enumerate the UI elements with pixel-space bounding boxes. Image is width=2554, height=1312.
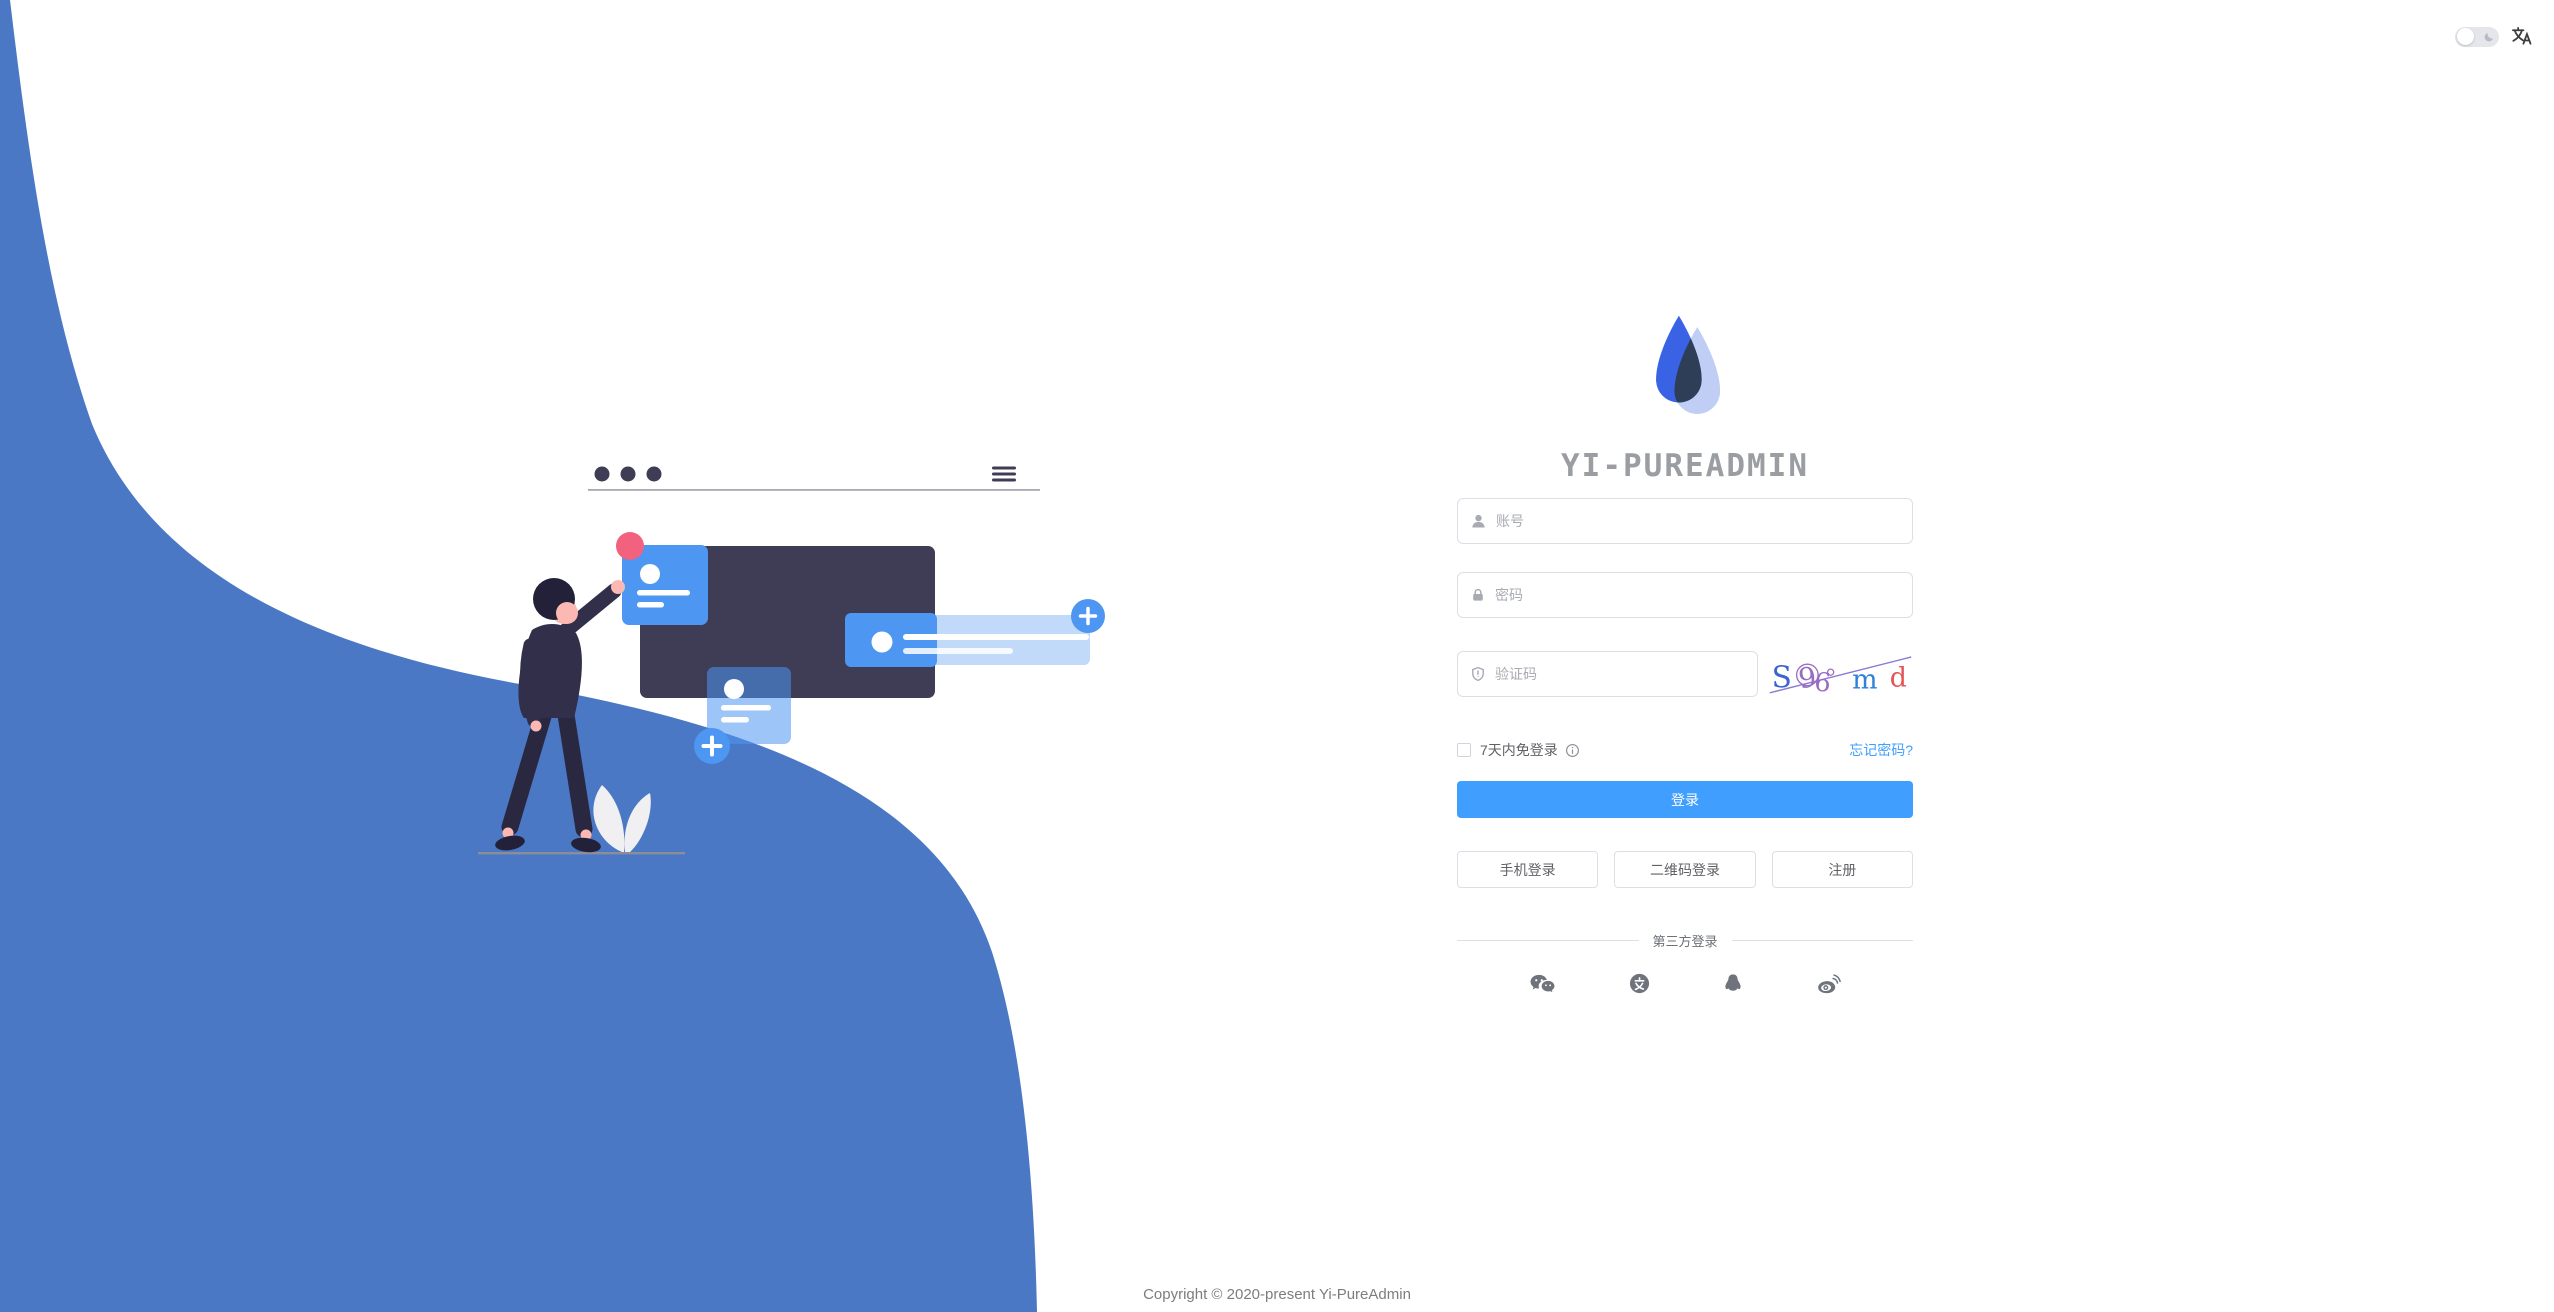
remember-label: 7天内免登录 xyxy=(1480,742,1558,758)
svg-text:9: 9 xyxy=(1796,660,1818,695)
login-form: S 9 6 m d 7天内免登录 xyxy=(1457,498,1914,995)
alipay-icon xyxy=(1629,973,1649,994)
qrcode-login-button[interactable]: 二维码登录 xyxy=(1614,851,1756,888)
shield-icon xyxy=(1472,666,1484,682)
account-field xyxy=(1457,498,1913,544)
svg-text:S: S xyxy=(1772,660,1792,694)
password-input[interactable] xyxy=(1495,587,1900,603)
ground-line xyxy=(478,852,685,855)
captcha-field xyxy=(1457,651,1758,697)
wechat-icon xyxy=(1530,974,1555,993)
forgot-password-link[interactable]: 忘记密码? xyxy=(1849,742,1913,758)
plant-leaf xyxy=(593,785,651,852)
page-title: YI-PUREADMIN xyxy=(1561,448,1809,484)
svg-text:m: m xyxy=(1852,664,1877,695)
alipay-login-button[interactable] xyxy=(1628,972,1651,995)
middle-card xyxy=(694,667,791,764)
svg-text:d: d xyxy=(1890,663,1907,694)
social-login-row xyxy=(1457,972,1913,995)
copyright-text: Copyright © 2020-present Yi-PureAdmin xyxy=(1143,1286,1411,1303)
browser-bar-icon xyxy=(588,466,1040,491)
top-controls xyxy=(2455,25,2533,48)
switch-knob xyxy=(2457,28,2474,45)
remember-row: 7天内免登录 忘记密码? xyxy=(1457,740,1913,760)
alt-login-row: 手机登录 二维码登录 注册 xyxy=(1457,851,1913,888)
user-icon xyxy=(1472,514,1485,527)
wechat-login-button[interactable] xyxy=(1529,972,1556,995)
right-card-group xyxy=(845,599,1105,667)
remember-checkbox[interactable] xyxy=(1457,743,1471,757)
qq-login-button[interactable] xyxy=(1722,972,1744,995)
captcha-row: S 9 6 m d xyxy=(1457,648,1913,700)
captcha-input[interactable] xyxy=(1495,666,1745,682)
captcha-image[interactable]: S 9 6 m d xyxy=(1768,648,1913,700)
moon-icon xyxy=(2484,32,2493,41)
divider-line xyxy=(1731,940,1914,941)
divider-line xyxy=(1457,940,1639,941)
dark-mode-toggle[interactable] xyxy=(2455,26,2499,47)
person xyxy=(495,578,625,853)
info-icon[interactable] xyxy=(1565,743,1580,758)
qq-icon xyxy=(1725,974,1741,991)
app-logo xyxy=(1656,315,1721,414)
svg-text:6: 6 xyxy=(1813,667,1833,699)
third-party-divider: 第三方登录 xyxy=(1457,931,1914,950)
red-dot xyxy=(616,532,644,560)
weibo-login-button[interactable] xyxy=(1816,972,1841,995)
login-button[interactable]: 登录 xyxy=(1457,781,1913,818)
phone-login-button[interactable]: 手机登录 xyxy=(1457,851,1599,888)
login-illustration xyxy=(478,466,1105,855)
login-panel: YI-PUREADMIN xyxy=(1457,313,1914,995)
password-field xyxy=(1457,572,1913,618)
divider-label: 第三方登录 xyxy=(1652,934,1718,949)
language-button[interactable] xyxy=(2510,25,2533,48)
register-button[interactable]: 注册 xyxy=(1771,851,1913,888)
background-wave xyxy=(0,0,1037,1312)
avatar-card xyxy=(616,532,708,625)
translate-icon xyxy=(2511,26,2532,45)
weibo-icon xyxy=(1818,974,1841,994)
lock-icon xyxy=(1473,588,1483,601)
account-input[interactable] xyxy=(1496,513,1900,529)
